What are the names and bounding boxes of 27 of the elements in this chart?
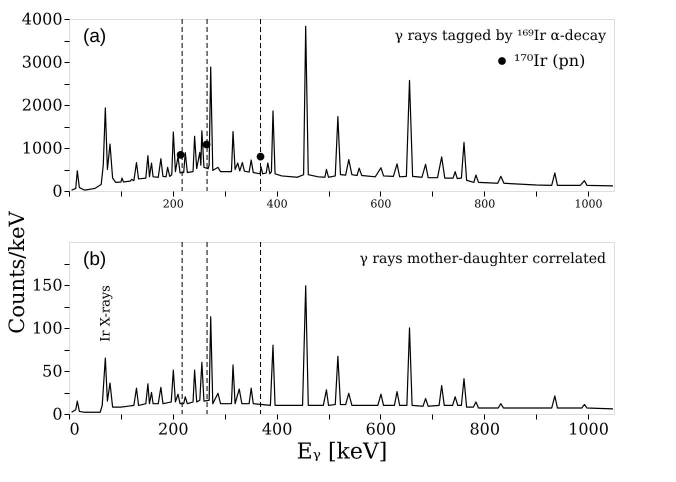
y-tick-label: 1000 (22, 138, 62, 158)
y-tick-label: 100 (32, 318, 62, 338)
y-tick-label: 150 (32, 276, 62, 294)
x-tick-label: 600 (366, 420, 396, 438)
y-tick-label: 3000 (22, 52, 62, 72)
x-tick-label: 1000 (574, 198, 603, 210)
y-tick-label: 2000 (22, 96, 62, 114)
y-tick-label: 4000 (22, 10, 62, 28)
legend-label: ¹⁷⁰Ir (pn) (514, 51, 586, 70)
y-tick-label: 0 (52, 404, 62, 424)
x-tick-label: 400 (262, 420, 292, 438)
annotation: (b) (83, 249, 106, 270)
x-axis-title: Eᵧ [keV] (296, 440, 388, 464)
annotation: Ir X-rays (98, 285, 114, 342)
x-tick-label: 400 (266, 198, 288, 210)
x-tick-label: 1000 (568, 420, 609, 438)
annotation: γ rays mother-daughter correlated (360, 251, 606, 267)
y-axis-title: Counts/keV (4, 210, 29, 334)
y-tick-label: 50 (42, 362, 62, 380)
x-tick-label: 800 (474, 198, 496, 210)
x-tick-label: 200 (162, 198, 184, 210)
annotation: (a) (83, 26, 106, 47)
x-tick-label: 200 (158, 420, 189, 438)
x-tick-label: 800 (469, 420, 500, 438)
x-tick-label: 0 (70, 420, 80, 438)
annotation: γ rays tagged by ¹⁶⁹Ir α-decay (394, 28, 606, 44)
x-tick-label: 600 (370, 198, 392, 210)
